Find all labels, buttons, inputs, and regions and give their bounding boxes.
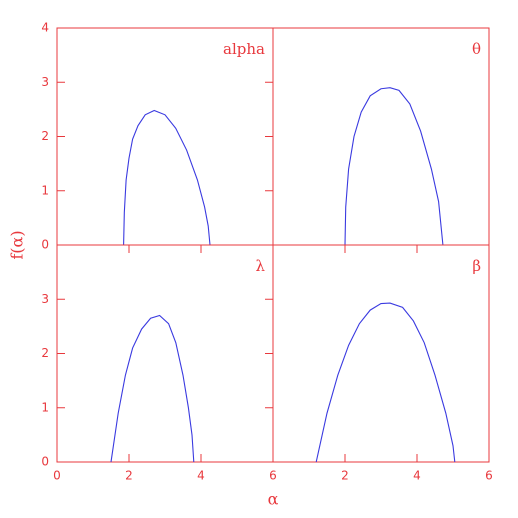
y-tick-label: 3 (41, 75, 49, 89)
panel-label: alpha (223, 40, 265, 58)
x-tick-label: 0 (53, 469, 61, 483)
y-tick-label: 2 (41, 129, 49, 143)
curve (344, 87, 444, 246)
y-tick-label: 3 (41, 292, 49, 306)
panel-frame (272, 27, 490, 246)
panel-frame (56, 27, 274, 246)
y-tick-label: 0 (41, 455, 49, 469)
panel-frame (56, 244, 274, 463)
x-tick-label: 2 (341, 469, 349, 483)
y-tick-label: 1 (41, 400, 49, 414)
curve (123, 109, 211, 246)
panel-label: λ (255, 257, 265, 275)
panel-label: θ (472, 40, 481, 58)
y-axis-label: f(α) (8, 230, 27, 259)
y-tick-label: 2 (41, 346, 49, 360)
y-tick-label: 0 (41, 238, 49, 252)
x-tick-label: 4 (197, 469, 205, 483)
curve (110, 314, 195, 463)
x-tick-label: 6 (485, 469, 493, 483)
y-tick-label: 4 (41, 21, 49, 35)
x-tick-label: 2 (125, 469, 133, 483)
y-tick-label: 1 (41, 183, 49, 197)
panel-label: β (472, 257, 481, 275)
x-tick-label: 4 (413, 469, 421, 483)
x-tick-label: 6 (269, 469, 277, 483)
curve (315, 302, 456, 463)
x-axis-label: α (268, 490, 279, 509)
panel-frame (272, 244, 490, 463)
